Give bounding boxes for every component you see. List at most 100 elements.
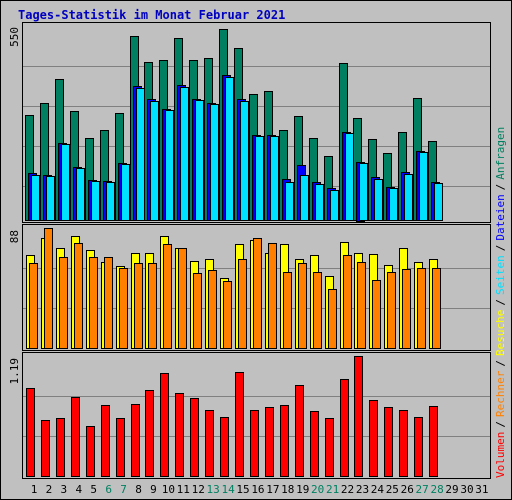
x-tick-label: 14 — [221, 483, 235, 496]
bar — [86, 426, 95, 477]
bar — [340, 379, 349, 477]
x-tick-label: 18 — [281, 483, 294, 496]
bar — [387, 272, 396, 349]
x-tick-label: 4 — [75, 483, 82, 496]
x-tick-label: 30 — [460, 483, 473, 496]
legend-entry: Anfragen — [494, 127, 507, 180]
legend-entry: Dateien — [494, 194, 507, 240]
x-tick-label: 28 — [430, 483, 443, 496]
x-tick-label: 6 — [105, 483, 112, 496]
x-tick-label: 17 — [266, 483, 279, 496]
x-tick-label: 24 — [371, 483, 385, 496]
x-tick-label: 27 — [416, 483, 429, 496]
bar — [354, 356, 363, 477]
legend-entry: Volumen — [494, 432, 507, 478]
bar — [429, 406, 438, 477]
x-tick-label: 10 — [162, 483, 175, 496]
bar — [283, 272, 292, 349]
x-tick-label: 15 — [236, 483, 249, 496]
x-tick-label: 31 — [475, 483, 488, 496]
bar — [295, 385, 304, 477]
x-tick-label: 3 — [61, 483, 68, 496]
bar — [44, 228, 53, 349]
x-tick-label: 20 — [311, 483, 324, 496]
bar — [414, 417, 423, 477]
bar — [121, 164, 130, 221]
x-tick-label: 5 — [90, 483, 97, 496]
bar — [59, 257, 68, 349]
bar — [265, 407, 274, 477]
bar — [402, 269, 411, 349]
bar — [208, 270, 217, 349]
x-tick-label: 8 — [135, 483, 142, 496]
bar — [26, 388, 35, 477]
legend-separator: / — [494, 245, 507, 252]
bar — [160, 373, 169, 477]
bar — [76, 168, 85, 221]
x-tick-label: 25 — [386, 483, 399, 496]
bar — [190, 398, 199, 477]
bar — [255, 136, 264, 221]
x-tick-label: 26 — [401, 483, 414, 496]
bar — [134, 263, 143, 349]
y-tick-label: 88 — [8, 230, 21, 243]
x-tick-label: 12 — [192, 483, 205, 496]
bar — [432, 268, 441, 349]
bar — [240, 101, 249, 221]
bar — [328, 289, 337, 349]
bar — [145, 390, 154, 477]
legend-separator: / — [494, 184, 507, 191]
bar — [369, 400, 378, 477]
legend-entry: Rechner — [494, 370, 507, 417]
legend: Volumen / Rechner / Besuche / Seiten / Dateien / A… — [494, 127, 507, 478]
bar — [300, 175, 309, 221]
bar — [91, 181, 100, 221]
bar — [384, 407, 393, 477]
y-tick-label: 550 — [8, 27, 21, 47]
x-tick-label: 7 — [120, 483, 127, 496]
legend-entry: Besuche — [494, 310, 507, 356]
bar — [434, 183, 443, 221]
legend-separator: / — [494, 421, 507, 428]
bar — [359, 163, 368, 221]
bar — [313, 272, 322, 349]
bar — [136, 88, 145, 221]
chart-title: Tages-Statistik im Monat Februar 2021 — [18, 8, 285, 22]
bar — [399, 410, 408, 477]
bar — [193, 273, 202, 349]
bar — [345, 133, 354, 221]
bar — [238, 259, 247, 349]
bar — [31, 175, 40, 221]
bar — [417, 268, 426, 349]
x-tick-label: 1 — [31, 483, 38, 496]
bar — [268, 243, 277, 349]
x-tick-label: 16 — [251, 483, 264, 496]
bar — [223, 281, 232, 349]
bar — [116, 418, 125, 477]
bar — [310, 411, 319, 477]
bar — [89, 257, 98, 349]
bar — [343, 255, 352, 349]
bar — [56, 418, 65, 477]
bar — [205, 410, 214, 477]
bar — [220, 417, 229, 477]
bar — [104, 257, 113, 349]
bar — [101, 405, 110, 477]
bar — [330, 190, 339, 221]
bar — [119, 268, 128, 349]
bar — [298, 263, 307, 349]
bar — [315, 184, 324, 221]
bar — [61, 144, 70, 221]
bar — [71, 397, 80, 477]
bar — [372, 280, 381, 349]
bar — [175, 393, 184, 477]
bar — [210, 104, 219, 221]
bar — [41, 420, 50, 477]
x-tick-label: 19 — [296, 483, 309, 496]
bar — [74, 243, 83, 349]
bar — [148, 263, 157, 349]
bar — [106, 182, 115, 221]
bar — [404, 174, 413, 221]
bar — [131, 404, 140, 477]
bar — [165, 110, 174, 221]
